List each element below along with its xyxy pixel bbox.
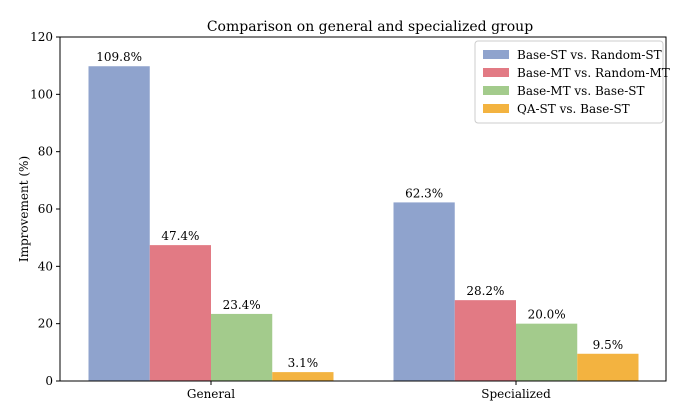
y-tick-label: 60	[38, 202, 53, 216]
bar-1-specialized	[393, 202, 455, 381]
legend: Base-ST vs. Random-ST Base-MT vs. Random-…	[474, 40, 670, 124]
bar-3-general	[211, 313, 273, 381]
y-axis-label: Improvement (%)	[17, 156, 31, 262]
bar-2-specialized	[454, 300, 516, 381]
y-tick-label: 80	[38, 145, 53, 159]
bar-1-general	[88, 66, 150, 382]
data-label: 3.1%	[288, 356, 319, 370]
data-label: 9.5%	[593, 338, 624, 352]
x-tick-label-specialized: Specialized	[481, 387, 551, 401]
legend-swatch	[483, 68, 509, 77]
legend-swatch	[483, 86, 509, 95]
data-label: 23.4%	[223, 298, 261, 312]
legend-item-label: QA-ST vs. Base-ST	[517, 102, 630, 116]
x-tick-label-general: General	[187, 387, 235, 401]
y-tick-label: 100	[30, 87, 53, 101]
y-tick-label: 0	[45, 374, 53, 388]
bar-3-specialized	[516, 323, 578, 381]
data-label: 28.2%	[466, 284, 504, 298]
bar-2-general	[149, 245, 211, 381]
chart-title: Comparison on general and specialized gr…	[207, 19, 533, 35]
y-tick-label: 120	[30, 30, 53, 44]
legend-swatch	[483, 104, 509, 113]
data-label: 47.4%	[161, 229, 199, 243]
bar-4-general	[272, 372, 334, 381]
legend-item-label: Base-MT vs. Base-ST	[517, 84, 644, 98]
y-tick-label: 40	[38, 259, 53, 273]
legend-swatch	[483, 50, 509, 59]
data-label: 109.8%	[96, 50, 142, 64]
legend-frame	[474, 40, 664, 124]
data-label: 62.3%	[405, 186, 443, 200]
data-label: 20.0%	[528, 308, 566, 322]
bar-4-specialized	[577, 353, 639, 381]
legend-item-label: Base-MT vs. Random-MT	[517, 66, 670, 80]
y-tick-label: 20	[38, 317, 53, 331]
legend-item-label: Base-ST vs. Random-ST	[517, 48, 662, 62]
plot-area: 109.8% 62.3% 47.4% 28.2% 23.4% 20.0% 3.1% 9.5% 0…	[30, 30, 667, 401]
